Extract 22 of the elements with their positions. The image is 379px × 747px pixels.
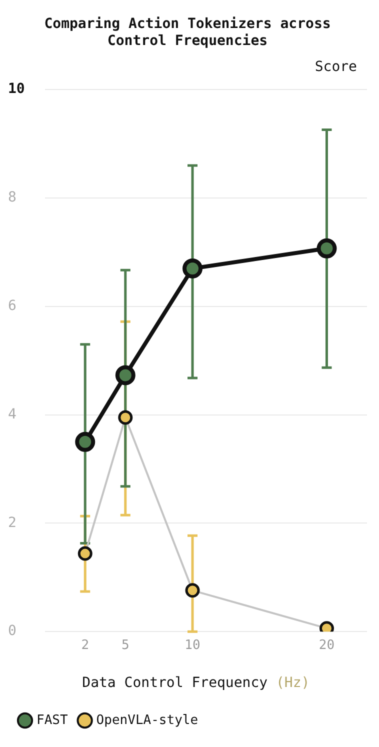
point: [115, 365, 136, 386]
y-tick-label: 8: [8, 190, 16, 206]
y-tick-label: 6: [8, 298, 16, 314]
y-tick-label: 2: [8, 514, 16, 531]
point: [78, 546, 92, 561]
point: [316, 238, 337, 258]
legend-label: FAST: [36, 712, 68, 728]
point: [185, 583, 200, 598]
point: [182, 258, 203, 278]
chart-title: Comparing Action Tokenizers across Control Frequencies: [44, 16, 331, 49]
legend-label: OpenVLA-style: [96, 712, 198, 728]
x-tick-label: 20: [318, 638, 335, 653]
x-tick-label: 2: [81, 638, 90, 653]
y-tick-label: 10: [8, 81, 25, 98]
y-tick-label: 4: [8, 406, 16, 422]
x-axis-title: Data Control Frequency (Hz): [82, 675, 310, 692]
x-tick-label: 5: [121, 638, 130, 653]
x-tick-label: 10: [184, 638, 200, 653]
point: [118, 410, 133, 425]
y-axis-title: Score: [314, 59, 357, 76]
y-tick-label: 0: [8, 623, 16, 640]
point: [75, 432, 96, 452]
